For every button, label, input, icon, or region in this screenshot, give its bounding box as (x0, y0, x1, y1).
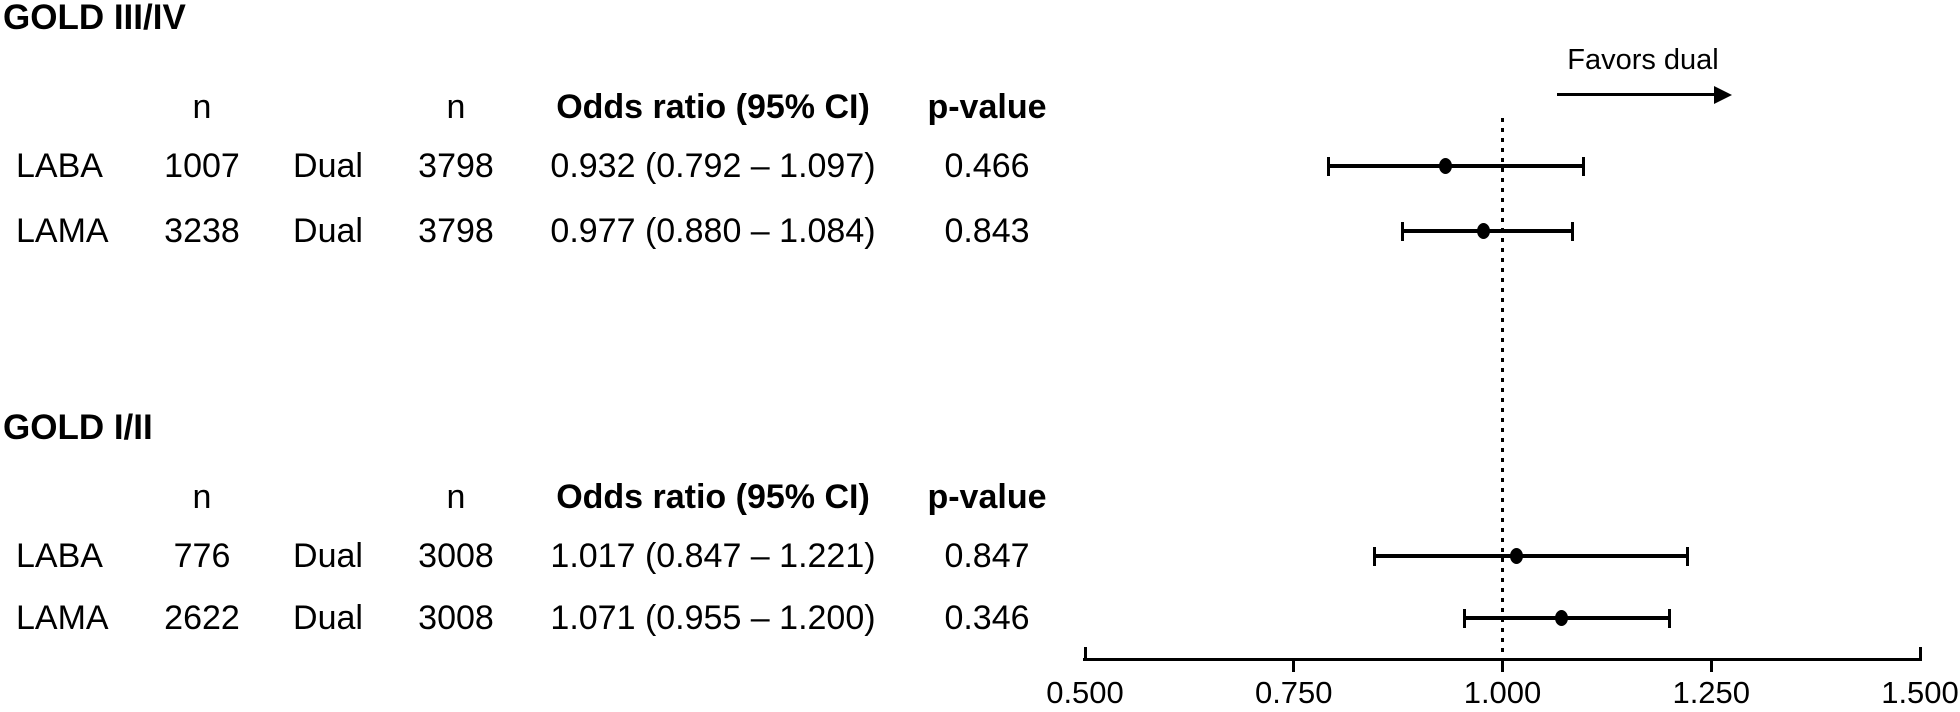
ci-cap-low (1373, 547, 1377, 566)
header-odds-ratio: Odds ratio (95% CI) (556, 478, 870, 516)
axis-tick-label: 1.000 (1463, 675, 1542, 710)
n-treatment-cell: 3238 (164, 212, 240, 250)
header-n-treatment: n (192, 88, 212, 126)
table-row: LAMA 2622 Dual 3008 1.071 (0.955 – 1.200… (0, 598, 1090, 638)
n-comparator-cell: 3798 (418, 212, 494, 250)
n-comparator-cell: 3798 (418, 147, 494, 185)
or-point-marker (1555, 610, 1569, 626)
axis-end-cap (1918, 647, 1922, 661)
treatment-cell: LAMA (16, 212, 109, 250)
p-value-cell: 0.466 (944, 147, 1030, 185)
ci-cap-low (1400, 222, 1404, 241)
odds-ratio-cell: 1.071 (0.955 – 1.200) (550, 599, 876, 637)
p-value-cell: 0.346 (944, 599, 1030, 637)
odds-ratio-cell: 1.017 (0.847 – 1.221) (550, 537, 876, 575)
treatment-cell: LABA (16, 147, 103, 185)
treatment-cell: LABA (16, 537, 103, 575)
axis-tick-label: 0.500 (1046, 675, 1124, 710)
axis-tick-label: 0.750 (1254, 675, 1333, 710)
comparator-cell: Dual (293, 212, 363, 250)
axis-end-cap (1083, 647, 1087, 661)
table-row: LAMA 3238 Dual 3798 0.977 (0.880 – 1.084… (0, 211, 1090, 251)
odds-ratio-cell: 0.932 (0.792 – 1.097) (550, 147, 876, 185)
table-row: LABA 1007 Dual 3798 0.932 (0.792 – 1.097… (0, 146, 1090, 186)
ci-cap-high (1685, 547, 1689, 566)
x-axis-line (1083, 658, 1922, 661)
header-odds-ratio: Odds ratio (95% CI) (556, 88, 870, 126)
or-point-marker (1476, 223, 1490, 239)
ci-whisker (1374, 554, 1688, 558)
reference-line (1501, 118, 1504, 661)
ci-whisker (1328, 164, 1584, 168)
header-n-comparator: n (446, 88, 466, 126)
favors-dual-arrowhead-icon (1714, 86, 1732, 104)
p-value-cell: 0.847 (944, 537, 1030, 575)
axis-tick-label: 1.500 (1881, 675, 1959, 710)
section-title-gold-3-4: GOLD III/IV (3, 0, 186, 37)
axis-tick (1292, 661, 1296, 672)
axis-tick-label: 1.250 (1672, 675, 1751, 710)
n-treatment-cell: 776 (173, 537, 231, 575)
header-n-treatment: n (192, 478, 212, 516)
axis-tick (1501, 661, 1504, 672)
favors-dual-arrow (1557, 93, 1717, 96)
header-n-comparator: n (446, 478, 466, 516)
odds-ratio-cell: 0.977 (0.880 – 1.084) (550, 212, 876, 250)
table-row: LABA 776 Dual 3008 1.017 (0.847 – 1.221)… (0, 536, 1090, 576)
n-comparator-cell: 3008 (418, 599, 494, 637)
or-point-marker (1439, 158, 1453, 174)
ci-cap-high (1571, 222, 1575, 241)
or-point-marker (1510, 548, 1524, 564)
table-header-row: n n Odds ratio (95% CI) p-value (0, 477, 1090, 517)
n-treatment-cell: 1007 (164, 147, 240, 185)
comparator-cell: Dual (293, 147, 363, 185)
n-treatment-cell: 2622 (164, 599, 240, 637)
n-comparator-cell: 3008 (418, 537, 494, 575)
ci-cap-low (1463, 609, 1467, 628)
favors-dual-label: Favors dual (1567, 44, 1719, 76)
ci-cap-high (1668, 609, 1671, 628)
header-p-value: p-value (927, 478, 1047, 516)
ci-cap-high (1581, 157, 1585, 176)
axis-tick (1709, 661, 1713, 672)
comparator-cell: Dual (293, 599, 363, 637)
comparator-cell: Dual (293, 537, 363, 575)
treatment-cell: LAMA (16, 599, 109, 637)
ci-cap-low (1327, 157, 1331, 176)
header-p-value: p-value (927, 88, 1047, 126)
p-value-cell: 0.843 (944, 212, 1030, 250)
table-header-row: n n Odds ratio (95% CI) p-value (0, 87, 1090, 127)
section-title-gold-1-2: GOLD I/II (3, 408, 153, 447)
